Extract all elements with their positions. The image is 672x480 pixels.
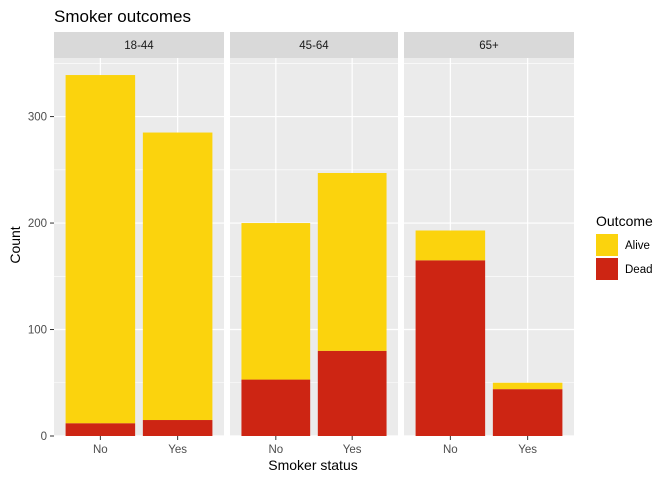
bar-alive-no [65, 75, 136, 424]
facet-panel-18-44: 18-44 No Yes [54, 32, 224, 456]
y-axis: 0 100 200 300 [28, 112, 54, 443]
bar-dead-no [65, 423, 136, 436]
legend-label-alive: Alive [625, 240, 650, 252]
facet-strip-label: 45-64 [299, 40, 329, 52]
bar-alive-yes [492, 382, 563, 390]
facet-strip [404, 32, 574, 58]
x-tick-label: No [443, 444, 458, 456]
facet-strip [230, 32, 398, 58]
y-tick-label: 0 [41, 431, 47, 443]
x-tick-label: No [93, 444, 108, 456]
x-axis-title: Smoker status [268, 457, 357, 473]
bar-dead-yes [492, 389, 563, 436]
legend-swatch-alive [596, 234, 618, 256]
facet-strip-label: 65+ [479, 40, 499, 52]
x-tick-label: Yes [518, 444, 537, 456]
y-tick-label: 300 [28, 112, 47, 124]
bar-alive-yes [317, 172, 387, 351]
bar-alive-yes [142, 132, 213, 421]
legend: Outcome Alive Dead [596, 213, 653, 280]
y-axis-title: Count [7, 226, 23, 263]
legend-label-dead: Dead [625, 264, 653, 276]
bar-alive-no [241, 223, 311, 380]
y-tick-label: 200 [28, 218, 47, 230]
bar-dead-no [415, 260, 486, 436]
facet-strip-label: 18-44 [124, 40, 154, 52]
x-tick-label: No [268, 444, 283, 456]
bar-dead-no [241, 379, 311, 436]
x-tick-label: Yes [168, 444, 187, 456]
facet-panel-45-64: 45-64 No Yes [230, 32, 398, 456]
bar-dead-yes [317, 350, 387, 436]
facet-strip [54, 32, 224, 58]
facet-panel-65+: 65+ No Yes [404, 32, 574, 456]
bar-dead-yes [142, 420, 213, 436]
chart-title: Smoker outcomes [54, 7, 191, 26]
facet-panels: 18-44 No Yes 45-64 No Yes 65+ No Yes [54, 32, 574, 456]
legend-title: Outcome [596, 213, 653, 229]
bar-alive-no [415, 230, 486, 261]
legend-swatch-dead [596, 258, 618, 280]
y-tick-label: 100 [28, 325, 47, 337]
x-tick-label: Yes [343, 444, 362, 456]
